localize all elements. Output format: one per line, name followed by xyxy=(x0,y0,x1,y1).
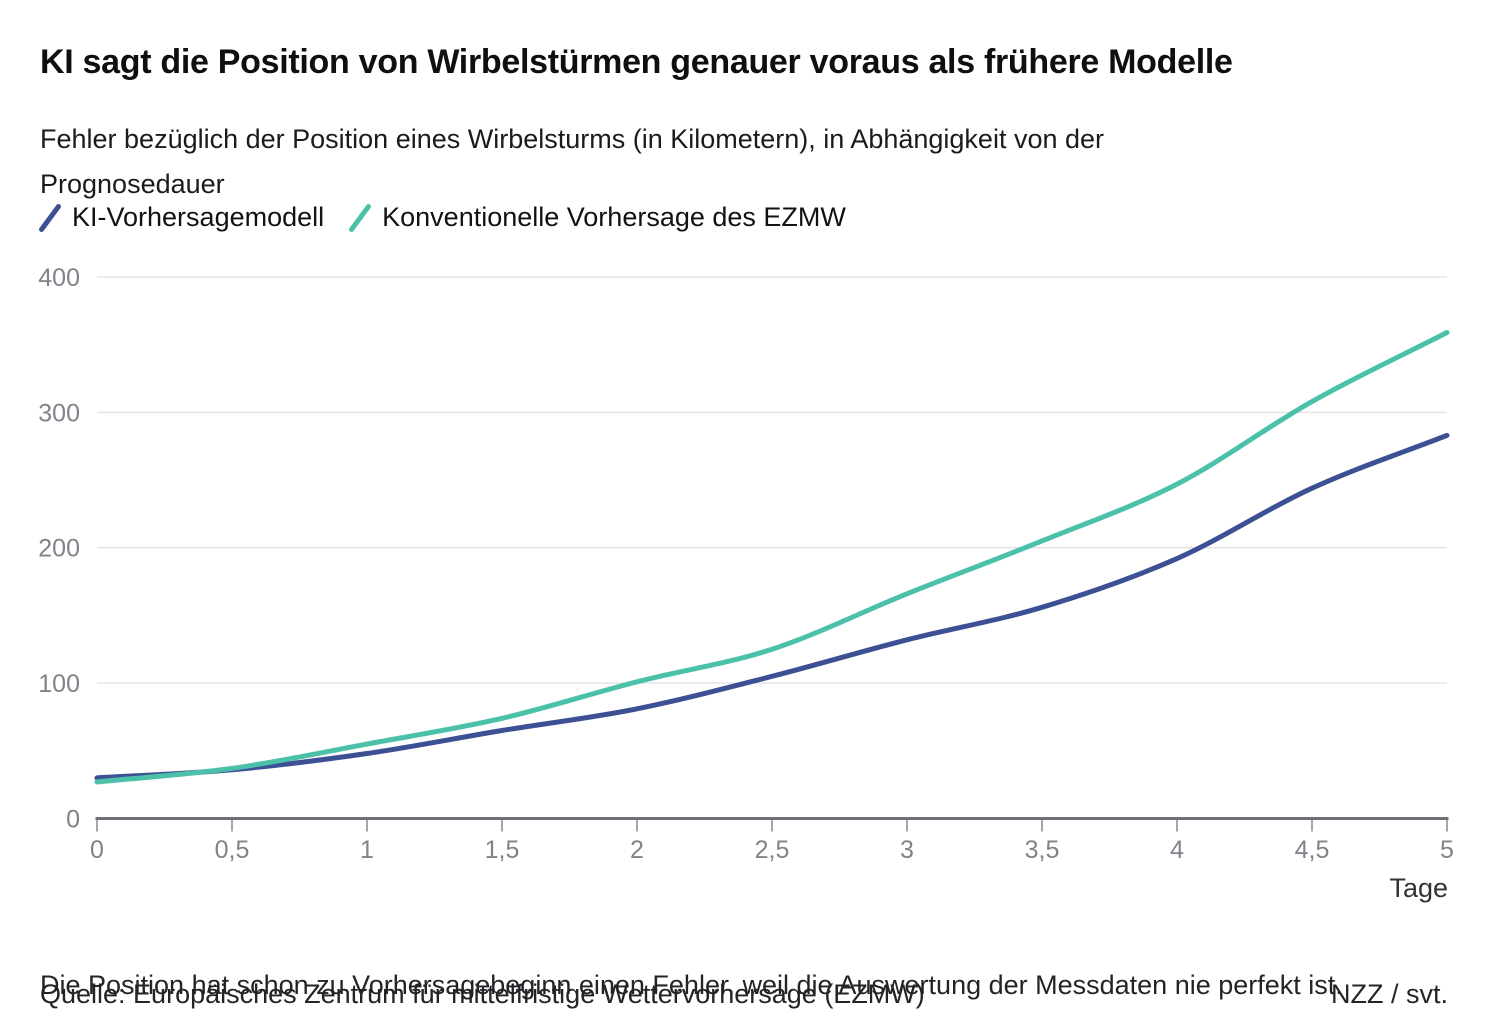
y-tick-label-100: 100 xyxy=(38,670,80,698)
x-tick-label-6: 3 xyxy=(900,836,914,864)
x-tick-label-10: 5 xyxy=(1440,836,1454,864)
x-tick-label-7: 3,5 xyxy=(1025,836,1060,864)
x-tick-label-3: 1,5 xyxy=(485,836,520,864)
chart-footnote: Die Position hat schon zu Vorhersagebegi… xyxy=(40,970,1343,1000)
legend-label-ki: KI-Vorhersagemodell xyxy=(72,202,325,232)
x-axis-unit-label: Tage xyxy=(1389,873,1448,903)
ezmw-line-slash-icon xyxy=(349,203,372,232)
y-tick-label-400: 400 xyxy=(38,264,80,292)
legend-item-ki: KI-Vorhersagemodell xyxy=(38,202,324,233)
legend-label-ezmw: Konventionelle Vorhersage des EZMW xyxy=(382,202,846,232)
chart-subtitle: Fehler bezüglich der Position eines Wirb… xyxy=(40,124,1105,199)
page-title: KI sagt die Position von Wirbelstürmen g… xyxy=(40,42,1233,81)
x-tick-label-9: 4,5 xyxy=(1295,836,1330,864)
ki-forecast-line xyxy=(94,432,1450,781)
legend-item-ezmw: Konventionelle Vorhersage des EZMW xyxy=(348,202,846,233)
x-tick-label-2: 1 xyxy=(360,836,374,864)
y-tick-label-300: 300 xyxy=(38,399,80,427)
x-tick-label-0: 0 xyxy=(90,836,104,864)
y-tick-label-200: 200 xyxy=(38,535,80,563)
y-tick-label-0: 0 xyxy=(66,806,80,834)
x-tick-label-5: 2,5 xyxy=(755,836,790,864)
credit-label: NZZ / svt. xyxy=(1331,979,1448,1009)
ezmw-forecast-line xyxy=(94,329,1450,785)
x-tick-label-8: 4 xyxy=(1170,836,1184,864)
x-tick-label-1: 0,5 xyxy=(215,836,250,864)
x-tick-label-4: 2 xyxy=(630,836,644,864)
source-label: Quelle: Europäisches Zentrum für mittelf… xyxy=(40,979,925,1009)
ki-line-slash-icon xyxy=(39,203,61,232)
legend: KI-Vorhersagemodell Konventionelle Vorhe… xyxy=(38,202,846,233)
source-row: Quelle: Europäisches Zentrum für mittelf… xyxy=(40,979,1448,1010)
